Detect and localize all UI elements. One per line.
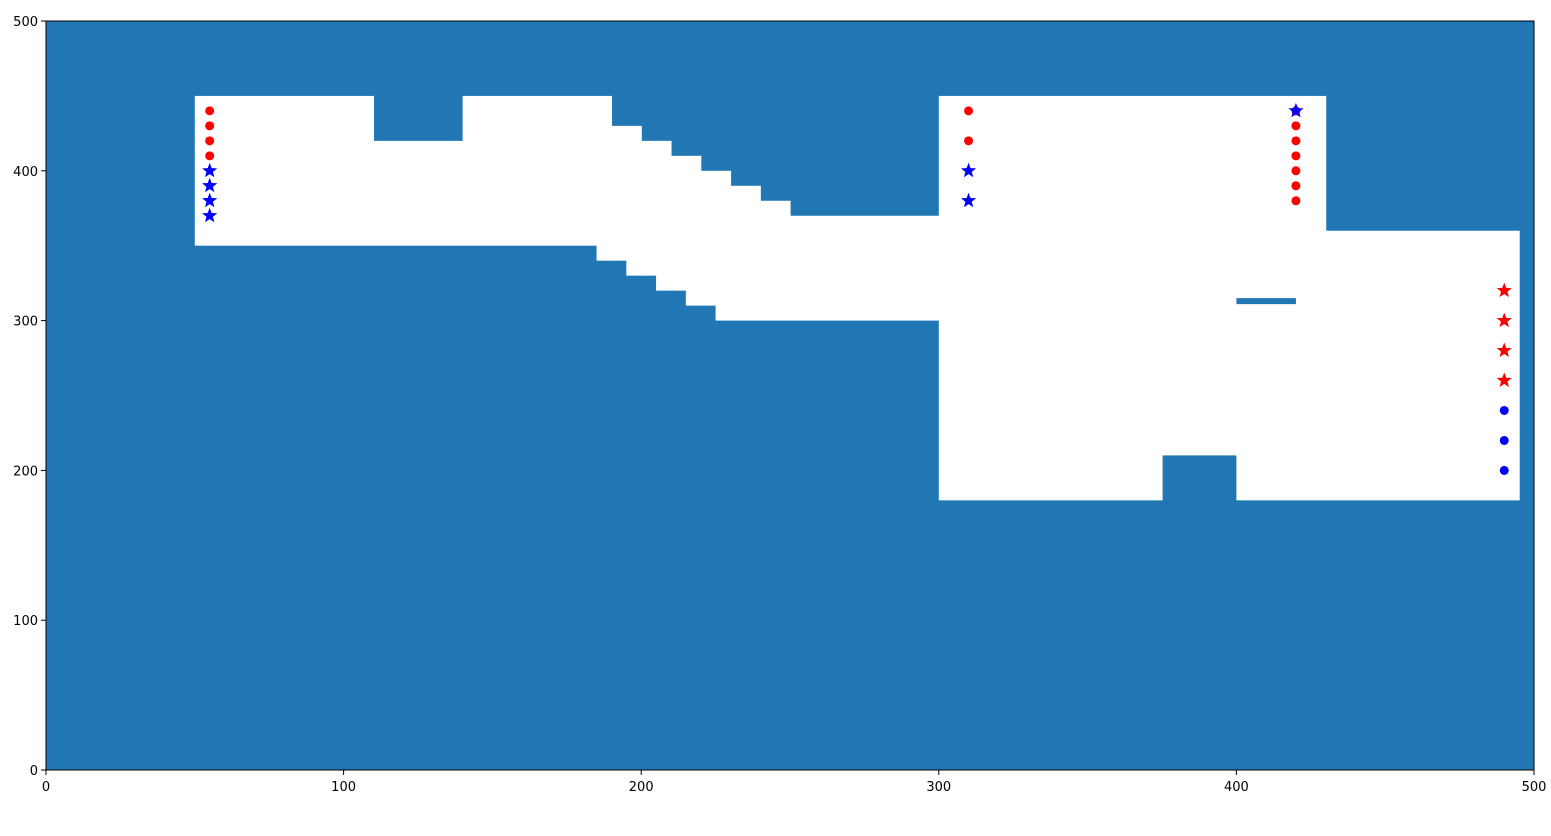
free-space-cell (1162, 95, 1237, 456)
free-space-cell (626, 125, 642, 276)
y-tick-label: 100 (13, 614, 38, 629)
free-space-cell (1325, 230, 1520, 501)
free-space-cell (194, 95, 374, 246)
red-circle-marker (205, 121, 215, 131)
free-space-cell (730, 185, 761, 321)
y-tick-label: 400 (13, 165, 38, 180)
blue-star-marker (202, 207, 218, 223)
red-circle-marker (205, 136, 215, 146)
x-tick-label: 100 (331, 780, 356, 795)
blue-star-marker (202, 192, 218, 208)
free-space-cell (715, 170, 732, 321)
free-space-cell (641, 140, 657, 276)
free-space-cell (790, 215, 940, 321)
blue-star-marker (960, 162, 977, 178)
free-space-cell (596, 95, 613, 261)
x-tick-label: 300 (926, 780, 951, 795)
red-circle-marker (964, 106, 974, 116)
free-space-cell (700, 170, 717, 306)
blue-circle-marker (1499, 435, 1509, 445)
red-circle-marker (964, 136, 974, 146)
red-circle-marker (1291, 196, 1301, 206)
free-space-cell (656, 140, 672, 291)
red-circle-marker (1291, 121, 1301, 131)
y-tick-label: 500 (13, 15, 38, 30)
blue-star-marker (202, 162, 218, 178)
blue-star-marker (202, 177, 218, 193)
free-space-cell (938, 95, 1163, 501)
free-space-cell (685, 155, 702, 306)
y-tick-label: 0 (30, 764, 38, 779)
blue-circle-marker (1499, 405, 1509, 415)
y-tick-label: 300 (13, 315, 38, 330)
x-tick-label: 0 (42, 780, 50, 795)
obstacle-patch (1236, 298, 1296, 305)
free-space-cell (670, 155, 687, 291)
red-circle-marker (1291, 166, 1301, 176)
x-tick-label: 500 (1522, 780, 1547, 795)
red-circle-marker (205, 106, 215, 116)
blue-star-marker (1288, 102, 1304, 118)
red-circle-marker (1291, 136, 1301, 146)
plot-frame (45, 20, 1535, 771)
red-circle-marker (1291, 181, 1301, 191)
free-space-cell (373, 140, 464, 246)
free-space-cell (462, 95, 598, 246)
red-star-marker (1496, 342, 1512, 358)
x-tick-label: 200 (629, 780, 654, 795)
red-star-marker (1496, 372, 1512, 387)
y-tick-label: 200 (13, 464, 38, 479)
blue-star-marker (960, 192, 977, 208)
red-circle-marker (1291, 151, 1301, 161)
free-space-cell (611, 125, 627, 261)
free-space-region (194, 95, 1520, 501)
obstacle-patches (1236, 298, 1296, 305)
x-axis: 0 100 200 300 400 500 (42, 770, 1547, 795)
blue-circle-marker (1499, 465, 1509, 475)
red-circle-marker (205, 151, 215, 161)
marker-layer (202, 102, 1512, 475)
x-tick-label: 400 (1224, 780, 1249, 795)
y-axis: 0 100 200 300 400 500 (13, 15, 46, 779)
free-space-cell (760, 200, 791, 321)
red-star-marker (1496, 312, 1512, 328)
red-star-marker (1496, 282, 1512, 298)
